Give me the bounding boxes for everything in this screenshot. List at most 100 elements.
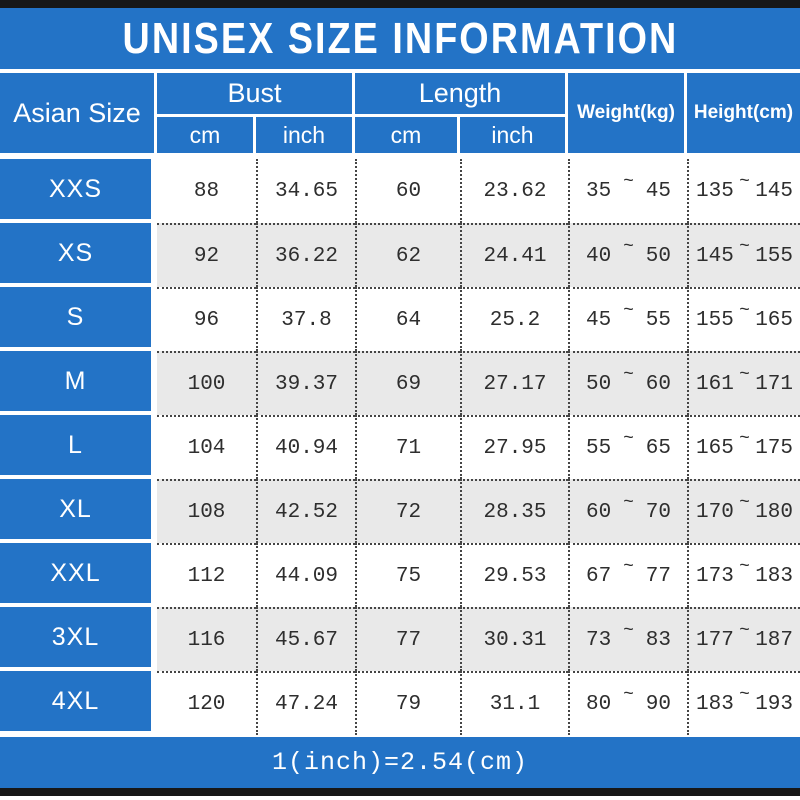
bust-cm-value: 112	[157, 543, 256, 607]
subheader-length-cm: cm	[355, 117, 460, 153]
table-row: 3XL 116 45.67 77 30.31 73 ~83 177 ~187	[0, 607, 800, 671]
height-max-value: 165	[755, 308, 793, 332]
weight-max-value: 83	[645, 628, 671, 652]
length-inch-value: 27.95	[460, 415, 568, 479]
height-max-value: 175	[755, 436, 793, 460]
length-inch-value: 31.1	[460, 671, 568, 735]
weight-range: 67 ~77	[568, 543, 687, 607]
table-row: 4XL 120 47.24 79 31.1 80 ~90 183 ~193	[0, 671, 800, 735]
height-max-value: 155	[755, 244, 793, 268]
weight-range: 40 ~50	[568, 223, 687, 287]
length-inch-value: 23.62	[460, 159, 568, 223]
height-min-value: 161	[696, 372, 734, 396]
tilde-separator: ~	[739, 172, 750, 192]
tilde-separator: ~	[623, 493, 634, 513]
weight-range: 35 ~45	[568, 159, 687, 223]
weight-max-value: 60	[645, 372, 671, 396]
weight-min-value: 45	[586, 308, 612, 332]
height-max-value: 171	[755, 372, 793, 396]
tilde-separator: ~	[623, 429, 634, 449]
height-range: 177 ~187	[687, 607, 800, 671]
tilde-separator: ~	[739, 429, 750, 449]
length-cm-value: 62	[355, 223, 460, 287]
conversion-note: 1(inch)=2.54(cm)	[271, 748, 529, 777]
bottom-frame-bar	[0, 788, 800, 796]
height-min-value: 170	[696, 500, 734, 524]
bust-inch-value: 45.67	[256, 607, 355, 671]
length-cm-value: 77	[355, 607, 460, 671]
height-min-value: 177	[696, 628, 734, 652]
tilde-separator: ~	[623, 685, 634, 705]
tilde-separator: ~	[739, 685, 750, 705]
bust-cm-value: 96	[157, 287, 256, 351]
tilde-separator: ~	[623, 621, 634, 641]
tilde-separator: ~	[739, 493, 750, 513]
bust-cm-value: 120	[157, 671, 256, 735]
height-max-value: 145	[755, 179, 793, 203]
tilde-separator: ~	[623, 172, 634, 192]
weight-max-value: 50	[645, 244, 671, 268]
page-title: UNISEX SIZE INFORMATION	[122, 13, 678, 63]
weight-min-value: 60	[586, 500, 612, 524]
subheader-length-inch: inch	[460, 117, 568, 153]
height-max-value: 187	[755, 628, 793, 652]
size-label: XS	[0, 223, 157, 287]
weight-min-value: 55	[586, 436, 612, 460]
weight-min-value: 67	[586, 564, 612, 588]
footer-band: 1(inch)=2.54(cm)	[0, 735, 800, 788]
length-cm-value: 71	[355, 415, 460, 479]
top-frame-bar	[0, 0, 800, 8]
size-label: XL	[0, 479, 157, 543]
height-min-value: 183	[696, 692, 734, 716]
bust-cm-value: 88	[193, 179, 220, 203]
length-cm-value: 69	[355, 351, 460, 415]
bust-cm-value: 100	[157, 351, 256, 415]
length-inch-value: 30.31	[460, 607, 568, 671]
length-inch-value: 25.2	[460, 287, 568, 351]
tilde-separator: ~	[739, 557, 750, 577]
size-label: L	[0, 415, 157, 479]
bust-cm-value: 92	[157, 223, 256, 287]
bust-inch-value: 39.37	[256, 351, 355, 415]
column-header-height: Height(cm)	[693, 102, 794, 123]
weight-max-value: 55	[645, 308, 671, 332]
weight-max-value: 65	[645, 436, 671, 460]
weight-min-value: 73	[586, 628, 612, 652]
column-header-weight: Weight(kg)	[568, 73, 687, 153]
height-range: 161 ~171	[687, 351, 800, 415]
length-inch-value: 24.41	[460, 223, 568, 287]
table-row: L 104 40.94 71 27.95 55 ~65 165 ~175	[0, 415, 800, 479]
size-label: 4XL	[0, 671, 157, 735]
tilde-separator: ~	[623, 301, 634, 321]
height-range: 173 ~183	[687, 543, 800, 607]
weight-min-value: 40	[586, 244, 612, 268]
bust-cm-value: 116	[157, 607, 256, 671]
height-min-value: 165	[696, 436, 734, 460]
tilde-separator: ~	[739, 621, 750, 641]
height-max-value: 180	[755, 500, 793, 524]
bust-inch-value: 34.65	[256, 159, 355, 223]
size-label: M	[0, 351, 157, 415]
subheader-bust-cm: cm	[157, 117, 256, 153]
column-header-length: Length	[355, 73, 568, 117]
table-body: XXS 88 34.65 60 23.62 35 ~45 135 ~145 XS 92 36.22 62…	[0, 159, 800, 735]
bust-cm-value: 108	[157, 479, 256, 543]
bust-inch-value: 44.09	[256, 543, 355, 607]
bust-inch-value: 36.22	[256, 223, 355, 287]
weight-range: 80 ~90	[568, 671, 687, 735]
height-min-value: 135	[696, 179, 734, 203]
weight-max-value: 70	[645, 500, 671, 524]
length-cm-value: 60	[355, 159, 460, 223]
tilde-separator: ~	[623, 557, 634, 577]
length-inch-value: 29.53	[460, 543, 568, 607]
subheader-bust-inch: inch	[256, 117, 355, 153]
height-range: 135 ~145	[687, 159, 800, 223]
length-cm-value: 64	[355, 287, 460, 351]
height-min-value: 173	[696, 564, 734, 588]
table-row: XXS 88 34.65 60 23.62 35 ~45 135 ~145	[0, 159, 800, 223]
length-cm-value: 75	[355, 543, 460, 607]
weight-range: 50 ~60	[568, 351, 687, 415]
tilde-separator: ~	[739, 365, 750, 385]
size-label: XXS	[0, 159, 157, 223]
